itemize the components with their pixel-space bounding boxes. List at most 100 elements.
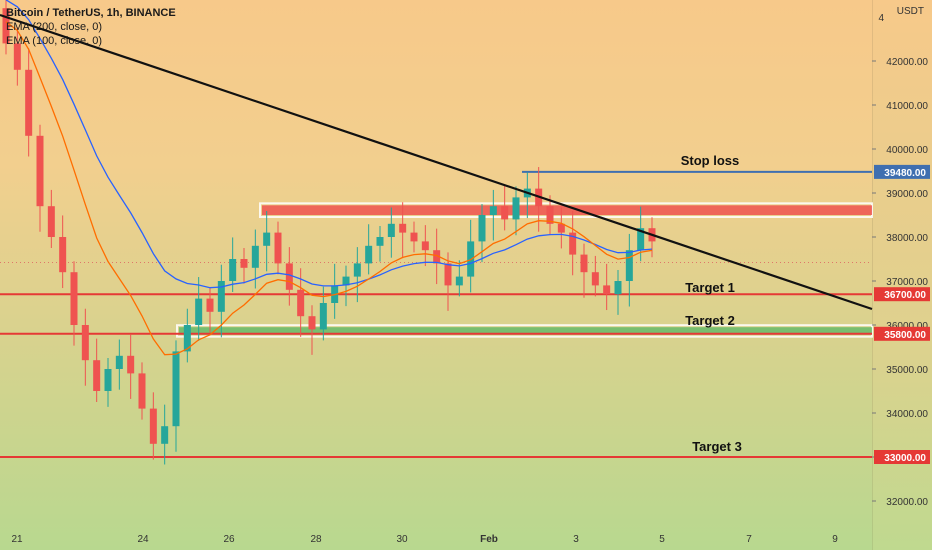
y-tick-label: 37000.00 bbox=[886, 277, 928, 288]
candle bbox=[410, 221, 418, 253]
price-label-box bbox=[874, 326, 930, 341]
y-tick-label: 34000.00 bbox=[886, 409, 928, 420]
candle-body bbox=[115, 355, 123, 369]
candle bbox=[546, 195, 554, 235]
y-tick-label: 35000.00 bbox=[886, 365, 928, 376]
candle-body bbox=[546, 206, 554, 224]
candle-body bbox=[93, 360, 101, 391]
ema200-line bbox=[5, 0, 653, 289]
candle bbox=[557, 207, 565, 249]
candle-body bbox=[70, 272, 78, 325]
candle-body bbox=[603, 285, 611, 295]
candle bbox=[342, 265, 350, 307]
candle-body bbox=[206, 298, 214, 312]
candle-body bbox=[240, 259, 248, 268]
candle-body bbox=[13, 43, 21, 70]
price-label: 33000.00 bbox=[884, 453, 926, 464]
candle-body bbox=[387, 223, 395, 237]
currency-label: USDT bbox=[896, 6, 924, 17]
candle-body bbox=[580, 254, 588, 273]
candle-body bbox=[81, 325, 89, 361]
candle bbox=[319, 286, 327, 341]
candle-body bbox=[421, 241, 429, 251]
resistance-zone bbox=[262, 205, 872, 215]
candle bbox=[161, 404, 169, 465]
candle-body bbox=[489, 206, 497, 215]
candle-body bbox=[217, 281, 225, 312]
candle-body bbox=[365, 245, 373, 264]
candle bbox=[285, 247, 293, 306]
candle bbox=[365, 224, 373, 275]
candle bbox=[569, 211, 577, 276]
ema100-line bbox=[5, 21, 653, 356]
x-tick-label: 7 bbox=[746, 534, 752, 545]
price-label: 35800.00 bbox=[884, 330, 926, 341]
candle bbox=[172, 340, 180, 452]
candle bbox=[59, 215, 67, 289]
legend-ema200: EMA (200, close, 0) bbox=[6, 21, 102, 33]
annotation-label: Target 2 bbox=[685, 313, 735, 328]
candle bbox=[138, 362, 146, 420]
candle bbox=[421, 225, 429, 267]
trend-line bbox=[0, 13, 873, 311]
candle bbox=[240, 248, 248, 284]
y-tick-label: 40000.00 bbox=[886, 145, 928, 156]
support-zone bbox=[179, 327, 872, 335]
candle bbox=[274, 221, 282, 275]
x-tick-label: Feb bbox=[480, 534, 498, 545]
candle-body bbox=[342, 276, 350, 286]
y-tick-label: 32000.00 bbox=[886, 497, 928, 508]
x-tick-label: 3 bbox=[573, 534, 579, 545]
x-tick-label: 24 bbox=[137, 534, 149, 545]
candle-body bbox=[478, 215, 486, 242]
x-tick-label: 28 bbox=[310, 534, 322, 545]
candle-body bbox=[376, 237, 384, 246]
candle bbox=[603, 263, 611, 311]
candle bbox=[70, 261, 78, 346]
candle-body bbox=[25, 69, 33, 136]
candle-body bbox=[557, 223, 565, 233]
candle-body bbox=[263, 232, 271, 246]
candle bbox=[36, 124, 44, 232]
x-tick-label: 9 bbox=[832, 534, 838, 545]
candle-body bbox=[36, 135, 44, 207]
candle-body bbox=[161, 426, 169, 444]
candle-body bbox=[251, 245, 259, 268]
candle bbox=[229, 237, 237, 292]
candle bbox=[444, 252, 452, 311]
candle-body bbox=[104, 369, 112, 391]
chart-legend: Bitcoin / TetherUS, 1h, BINANCE EMA (200… bbox=[6, 6, 176, 48]
annotation-label: Stop loss bbox=[681, 153, 740, 168]
candle-body bbox=[229, 259, 237, 281]
candle-body bbox=[399, 223, 407, 233]
candle-body bbox=[319, 303, 327, 330]
candle bbox=[183, 308, 191, 363]
candle bbox=[104, 358, 112, 407]
candle-body bbox=[444, 263, 452, 286]
candle-body bbox=[569, 232, 577, 255]
legend-ema100: EMA (100, close, 0) bbox=[6, 35, 102, 47]
candle bbox=[81, 308, 89, 386]
candle bbox=[376, 226, 384, 262]
candle bbox=[387, 207, 395, 258]
legend-symbol: Bitcoin / TetherUS, 1h, BINANCE bbox=[6, 7, 176, 19]
candles bbox=[2, 0, 656, 465]
candle bbox=[591, 255, 599, 297]
candle bbox=[206, 287, 214, 333]
candle bbox=[580, 243, 588, 298]
candle bbox=[263, 211, 271, 272]
candle-body bbox=[512, 197, 520, 220]
candle-body bbox=[308, 316, 316, 330]
candle bbox=[489, 189, 497, 241]
candle bbox=[353, 247, 361, 303]
candle-body bbox=[285, 263, 293, 290]
candle-body bbox=[625, 250, 633, 281]
candle bbox=[115, 339, 123, 390]
candle-body bbox=[47, 206, 55, 237]
candle bbox=[467, 219, 475, 293]
x-tick-label: 26 bbox=[223, 534, 235, 545]
candle-body bbox=[183, 325, 191, 352]
candle-body bbox=[127, 355, 135, 374]
candle bbox=[308, 305, 316, 355]
